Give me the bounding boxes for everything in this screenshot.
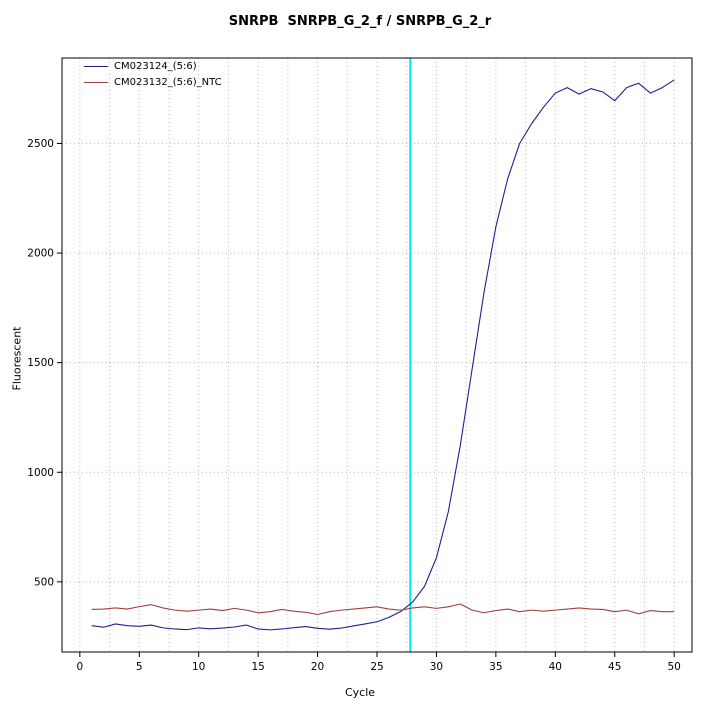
x-tick-label: 35: [489, 661, 502, 673]
legend-line-swatch-sample: [84, 66, 108, 67]
x-tick-label: 5: [136, 661, 143, 673]
y-axis-title: Fluorescent: [10, 326, 24, 391]
x-tick-label: 20: [311, 661, 324, 673]
chart-title: SNRPB SNRPB_G_2_f / SNRPB_G_2_r: [228, 14, 492, 29]
y-tick-label: 500: [34, 576, 54, 588]
legend-item-sample: CM023124_(5:6): [84, 60, 222, 73]
legend-line-swatch-ntc: [84, 82, 108, 83]
y-tick-label: 2000: [27, 248, 54, 260]
x-tick-label: 15: [251, 661, 264, 673]
chart-legend: CM023124_(5:6) CM023132_(5:6)_NTC: [84, 60, 222, 89]
x-tick-label: 45: [608, 661, 621, 673]
y-tick-label: 1500: [27, 357, 54, 369]
series-line-ntc: [91, 603, 675, 616]
x-axis-title: Cycle: [344, 686, 376, 699]
legend-item-ntc: CM023132_(5:6)_NTC: [84, 76, 222, 89]
x-tick-label: 50: [667, 661, 680, 673]
y-tick-label: 2500: [27, 138, 54, 150]
series-line-sample: [91, 79, 675, 631]
y-tick-label: 1000: [27, 467, 54, 479]
x-tick-label: 25: [370, 661, 383, 673]
x-tick-label: 30: [430, 661, 443, 673]
legend-label-sample: CM023124_(5:6): [114, 61, 197, 72]
x-tick-label: 0: [76, 661, 83, 673]
x-tick-label: 40: [549, 661, 562, 673]
x-tick-label: 10: [192, 661, 205, 673]
legend-label-ntc: CM023132_(5:6)_NTC: [114, 77, 222, 88]
